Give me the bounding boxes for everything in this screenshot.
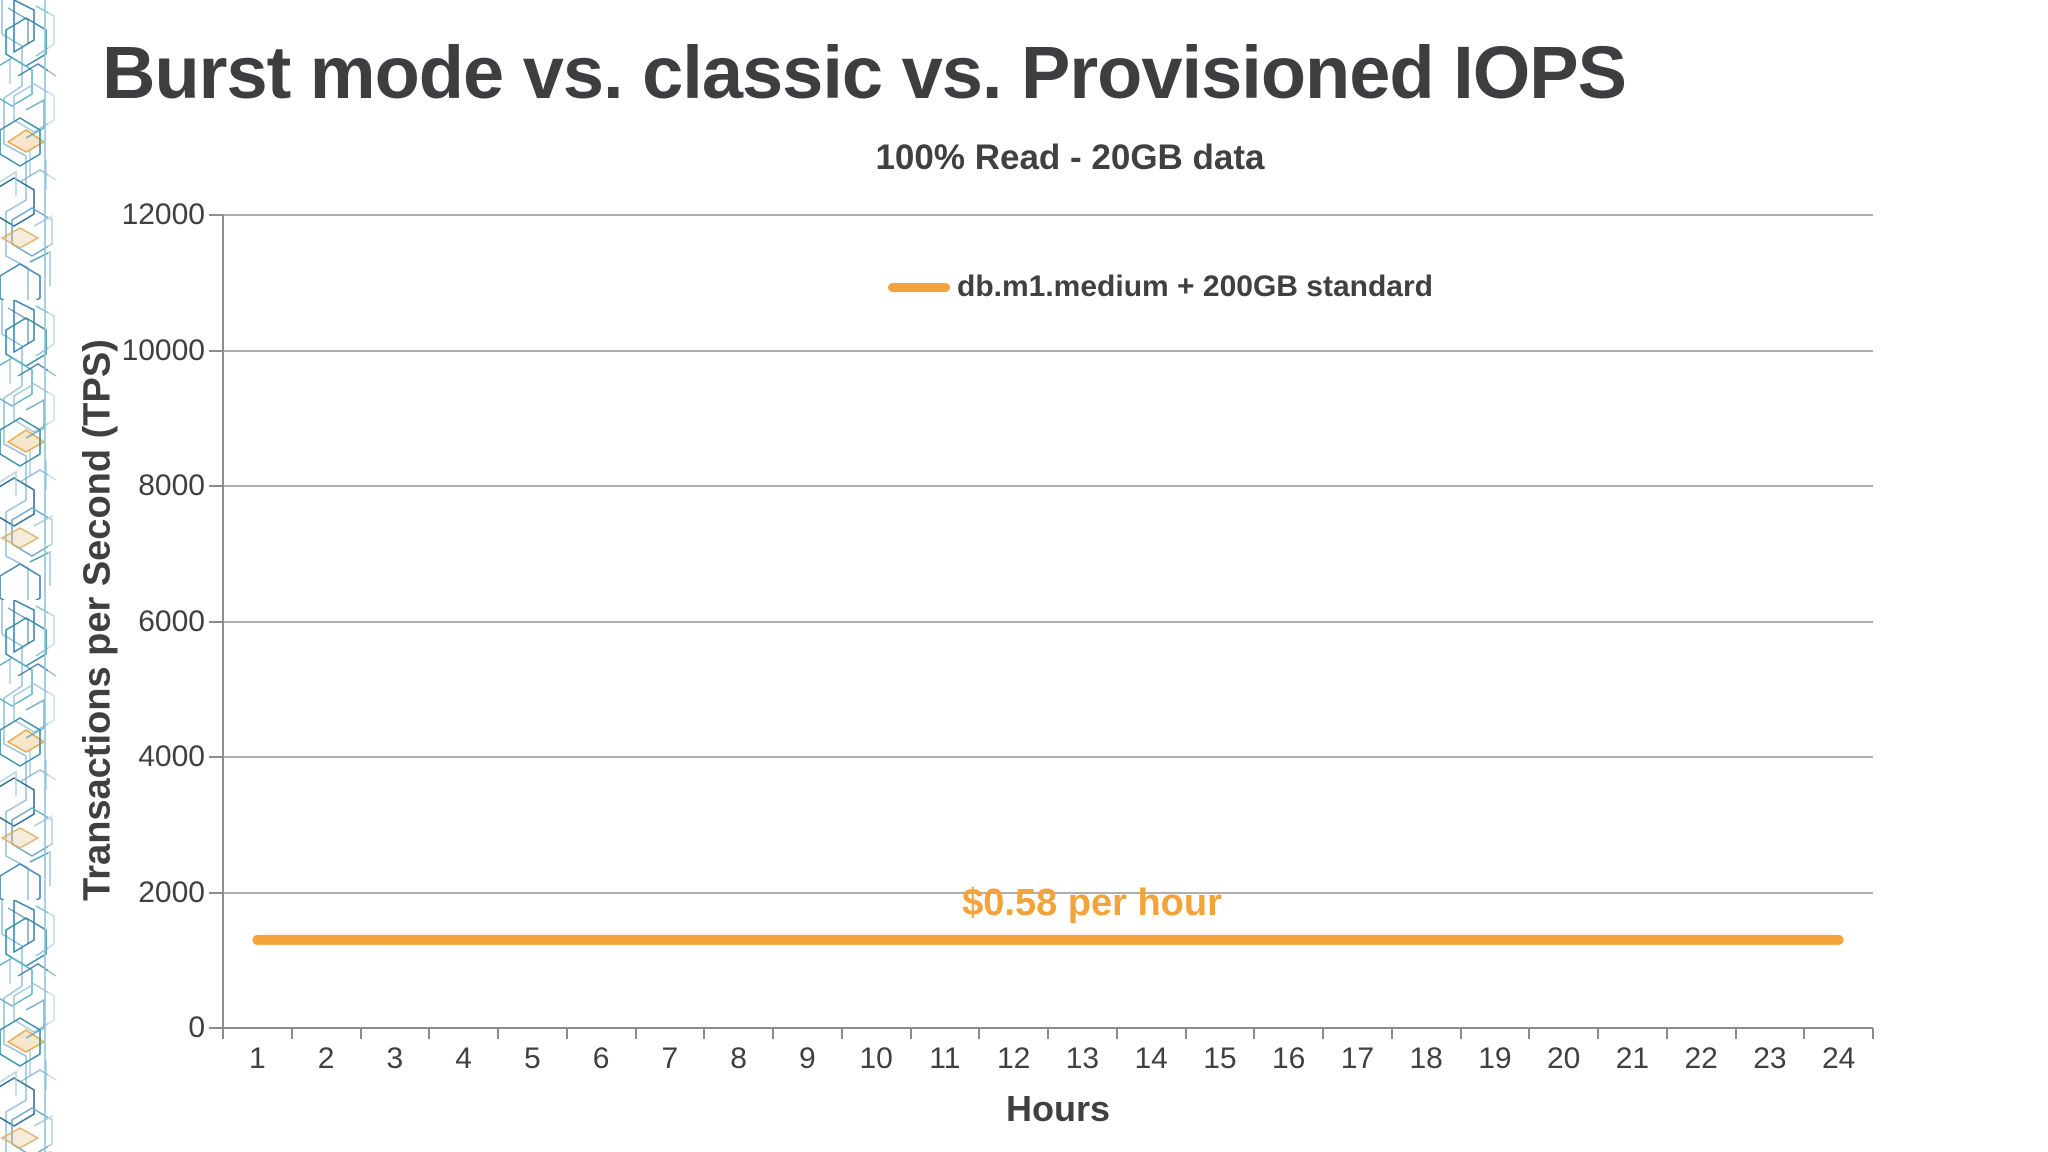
y-tick-label: 8000 (138, 469, 205, 502)
x-tick-mark (1253, 1028, 1256, 1039)
x-tick-label: 1 (249, 1042, 266, 1075)
x-tick-label: 14 (1134, 1042, 1168, 1075)
y-tick-mark (209, 620, 223, 623)
x-tick-mark (1803, 1028, 1806, 1039)
x-tick-mark (359, 1028, 362, 1039)
x-tick-mark (1115, 1028, 1118, 1039)
x-tick-label: 9 (799, 1042, 816, 1075)
chart-subtitle: 100% Read - 20GB data (875, 138, 1265, 177)
legend: db.m1.medium + 200GB standard (888, 270, 1433, 304)
y-tick-label: 4000 (138, 740, 205, 773)
x-tick-mark (565, 1028, 568, 1039)
x-tick-mark (1872, 1028, 1874, 1039)
x-tick-label: 19 (1478, 1042, 1512, 1075)
y-tick-label: 2000 (138, 875, 205, 909)
y-gridline (223, 214, 1873, 216)
y-tick-mark (209, 214, 223, 216)
x-tick-label: 21 (1615, 1042, 1650, 1075)
x-tick-mark (1734, 1028, 1737, 1039)
y-gridline (223, 349, 1873, 352)
x-tick-mark (1597, 1028, 1599, 1039)
x-tick-mark (1047, 1028, 1049, 1039)
price-annotation: $0.58 per hour (962, 882, 1222, 924)
x-tick-mark (909, 1028, 912, 1039)
y-axis-line (222, 215, 224, 1028)
x-tick-mark (1390, 1028, 1393, 1039)
x-tick-label: 22 (1684, 1042, 1718, 1075)
y-tick-label: 0 (188, 1011, 205, 1044)
x-tick-mark (497, 1028, 499, 1039)
x-tick-mark (1528, 1028, 1531, 1039)
x-tick-label: 20 (1546, 1042, 1581, 1075)
x-tick-mark (634, 1028, 637, 1039)
x-tick-label: 4 (455, 1042, 472, 1075)
y-gridline (223, 620, 1873, 623)
x-tick-label: 8 (730, 1042, 747, 1075)
x-tick-mark (428, 1028, 431, 1039)
x-tick-label: 2 (317, 1042, 335, 1075)
x-tick-label: 18 (1409, 1042, 1443, 1075)
x-tick-label: 13 (1065, 1042, 1100, 1075)
slide-title: Burst mode vs. classic vs. Provisioned I… (102, 31, 1627, 114)
x-tick-mark (978, 1028, 981, 1039)
x-tick-label: 11 (929, 1042, 961, 1075)
y-tick-label: 6000 (138, 604, 205, 638)
x-tick-mark (222, 1028, 224, 1039)
x-tick-mark (840, 1028, 843, 1039)
x-tick-label: 6 (592, 1042, 610, 1075)
x-tick-label: 17 (1340, 1042, 1375, 1075)
x-tick-mark (1459, 1028, 1462, 1039)
legend-line-swatch (888, 282, 950, 292)
x-tick-label: 23 (1753, 1042, 1787, 1075)
x-tick-mark (772, 1028, 774, 1039)
x-tick-label: 24 (1821, 1042, 1856, 1075)
y-gridline (223, 485, 1873, 487)
y-tick-mark (209, 485, 223, 487)
legend-label: db.m1.medium + 200GB standard (957, 270, 1433, 303)
y-tick-mark (209, 756, 223, 758)
y-tick-mark (209, 1027, 223, 1029)
x-tick-mark (1184, 1028, 1187, 1039)
y-gridline (223, 891, 1873, 894)
x-tick-label: 7 (661, 1042, 679, 1075)
x-tick-label: 15 (1203, 1042, 1237, 1075)
x-tick-mark (1665, 1028, 1668, 1039)
x-tick-mark (703, 1028, 706, 1039)
x-tick-mark (290, 1028, 293, 1039)
y-axis-title: Transactions per Second (TPS) (76, 339, 119, 901)
x-tick-label: 5 (524, 1042, 541, 1075)
y-gridline (223, 756, 1873, 758)
y-tick-mark (209, 349, 223, 352)
x-tick-label: 3 (386, 1042, 404, 1075)
x-tick-label: 10 (859, 1042, 893, 1075)
x-axis-title: Hours (1005, 1088, 1111, 1129)
y-tick-mark (209, 891, 223, 894)
x-tick-mark (1322, 1028, 1324, 1039)
y-tick-label: 12000 (121, 198, 205, 231)
decorative-border-pattern-icon (0, 0, 58, 1152)
x-tick-label: 12 (996, 1042, 1031, 1075)
y-tick-label: 10000 (121, 333, 205, 367)
x-tick-label: 16 (1271, 1042, 1306, 1075)
